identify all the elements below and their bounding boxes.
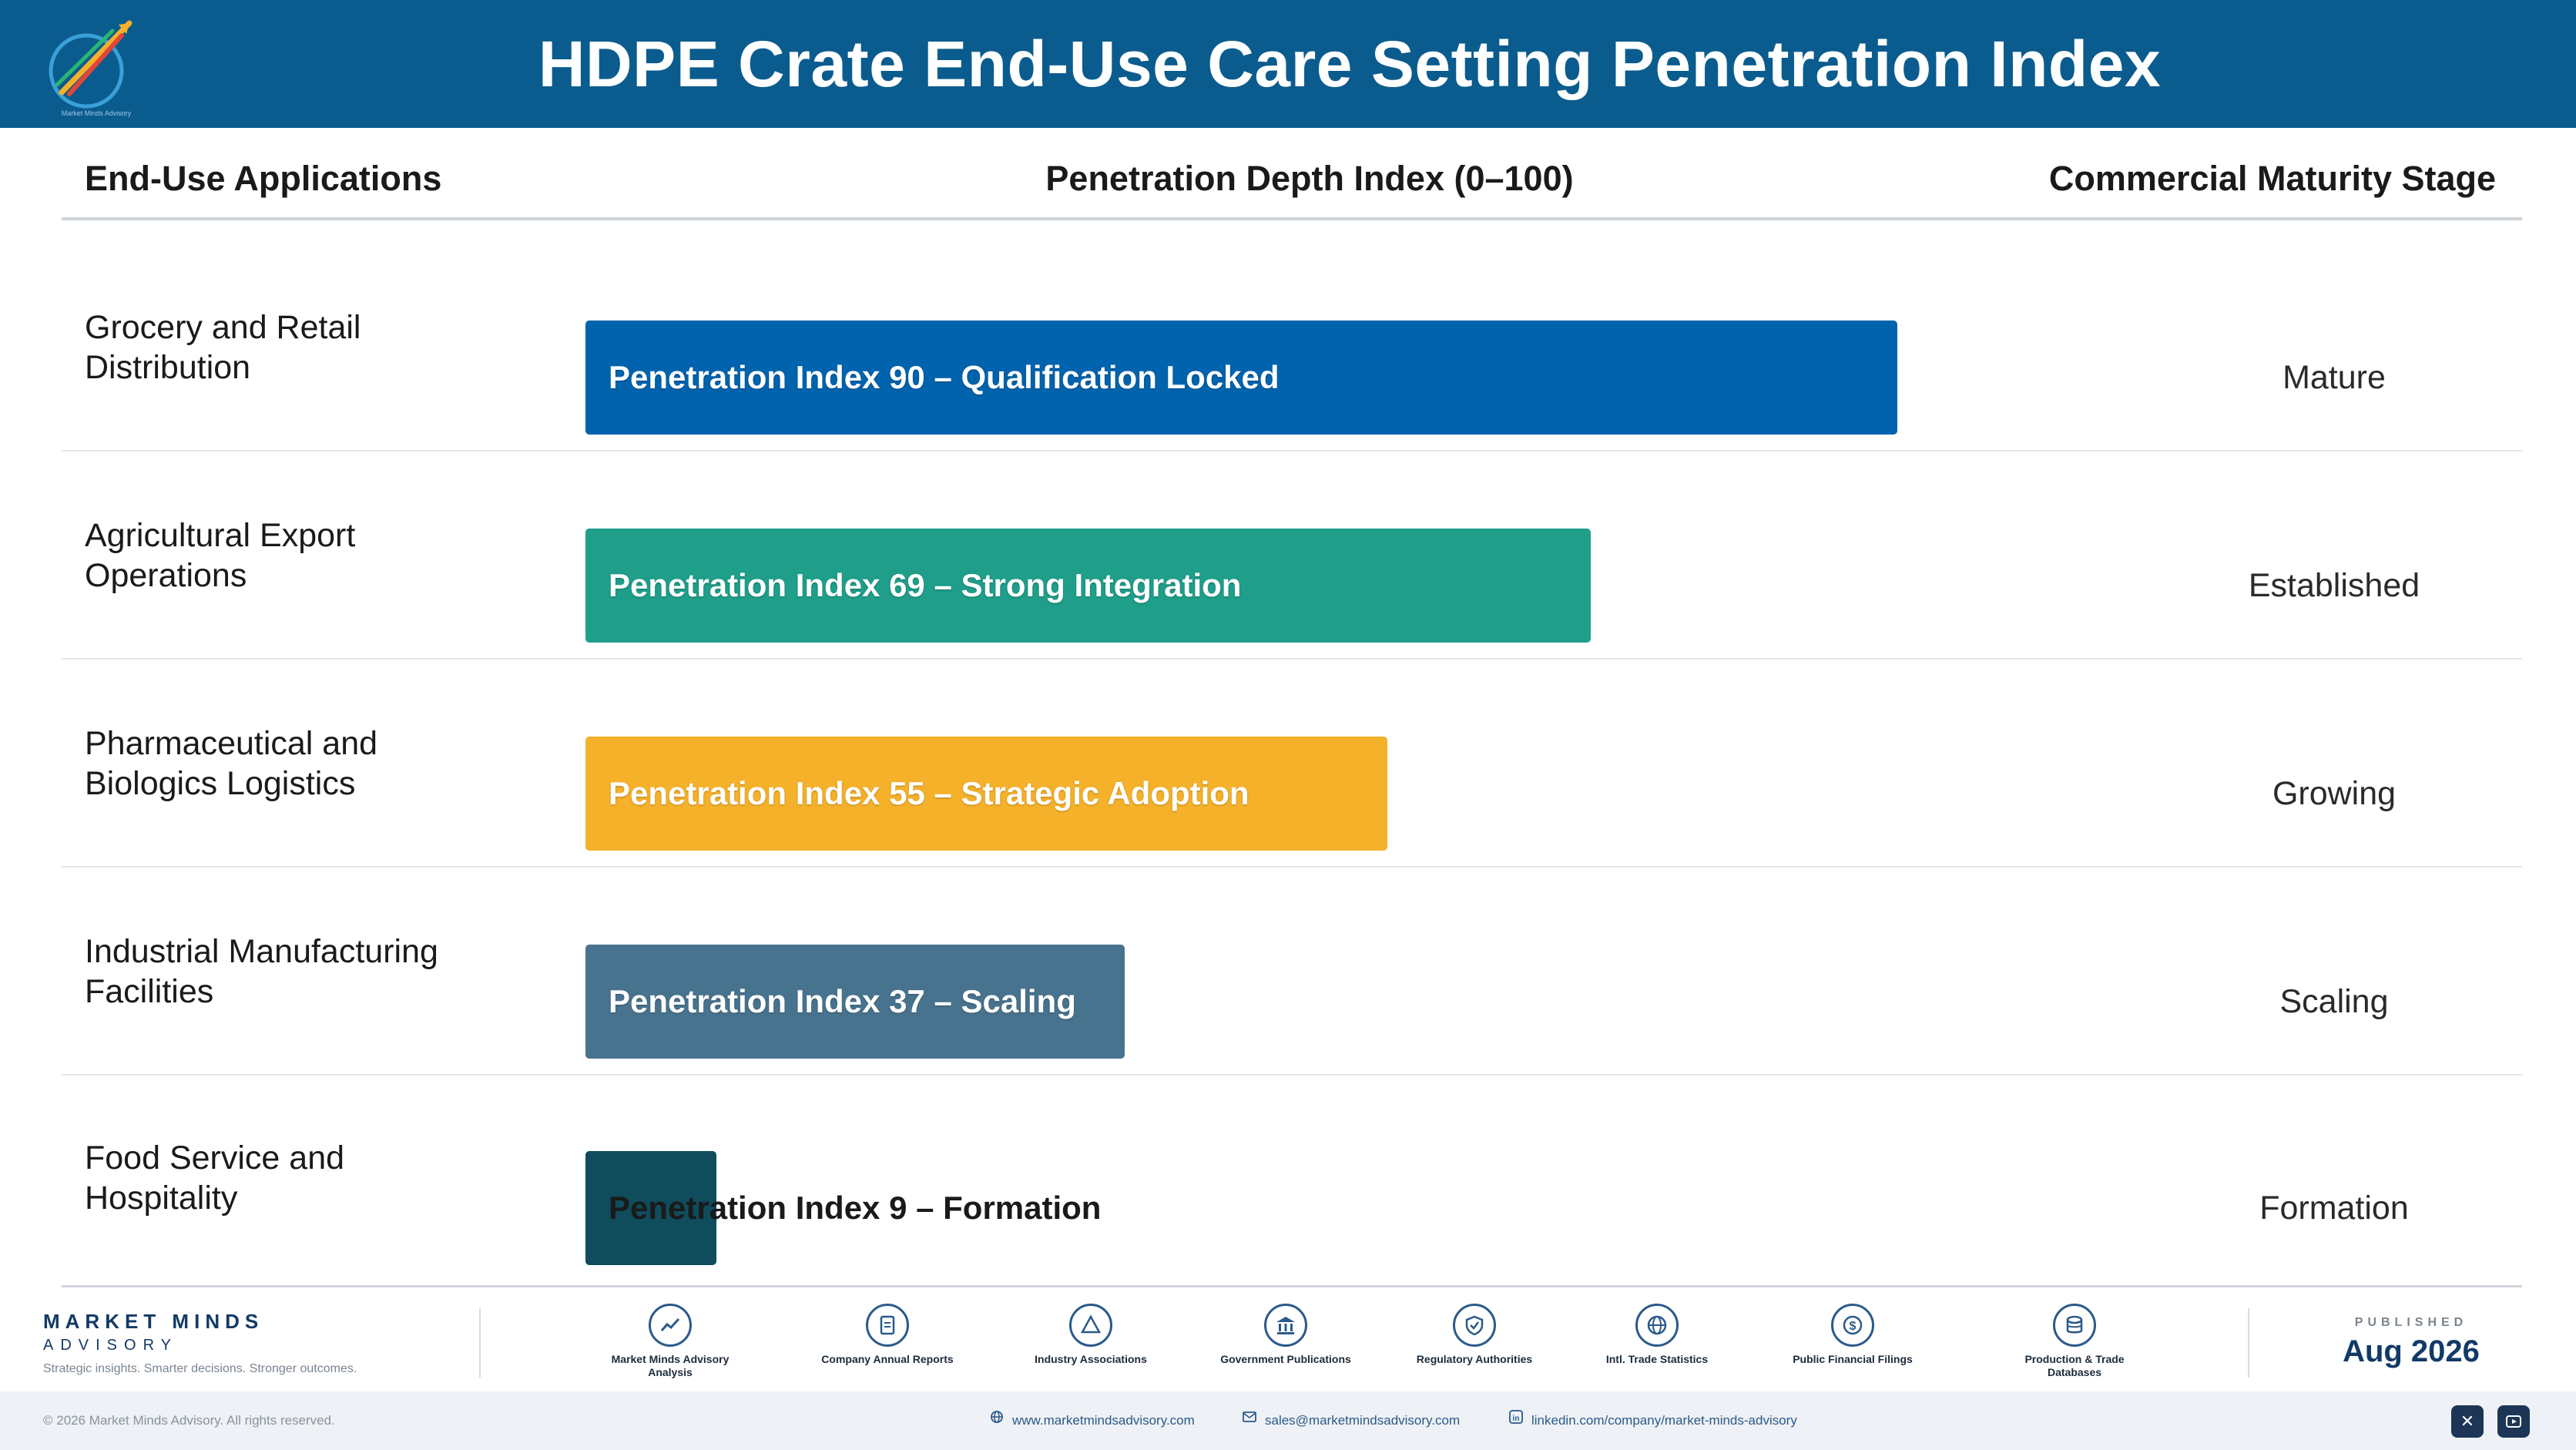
row-divider (62, 658, 2522, 660)
youtube-social-icon[interactable] (2497, 1405, 2530, 1438)
source-label: Industry Associations (1035, 1353, 1147, 1365)
source-label: Company Annual Reports (821, 1353, 954, 1365)
application-label: Food Service and Hospitality (85, 1140, 345, 1217)
maturity-stage: Growing (2272, 775, 2397, 812)
page-title: HDPE Crate End-Use Care Setting Penetrat… (538, 28, 2162, 100)
source-item: Company Annual Reports (810, 1304, 964, 1366)
bar-label: Penetration Index 55 – Strategic Adoptio… (609, 775, 1249, 811)
published-date: Aug 2026 (2343, 1334, 2480, 1368)
divider (2248, 1308, 2249, 1378)
website-text: www.marketmindsadvisory.com (1012, 1413, 1195, 1428)
x-social-icon[interactable]: ✕ (2451, 1405, 2484, 1438)
logo-icon: Market Minds Advisory (49, 20, 132, 117)
bar-grocery-retail (585, 321, 1897, 435)
linkedin-link[interactable]: in linkedin.com/company/market-minds-adv… (1508, 1391, 1797, 1450)
svg-text:in: in (1513, 1415, 1520, 1423)
bar-label: Penetration Index 69 – Strong Integratio… (609, 567, 1242, 603)
chart-row: Grocery and Retail Distribution Penetrati… (62, 243, 2522, 451)
bar-label: Penetration Index 37 – Scaling (609, 983, 1076, 1019)
svg-text:Market Minds Advisory: Market Minds Advisory (62, 109, 132, 117)
copyright-text: © 2026 Market Minds Advisory. All rights… (43, 1413, 335, 1428)
source-label: Public Financial Filings (1793, 1353, 1913, 1365)
maturity-stage: Formation (2259, 1190, 2409, 1227)
application-label: Agricultural Export Operations (85, 517, 356, 594)
maturity-stage: Mature (2283, 359, 2386, 396)
email-text: sales@marketmindsadvisory.com (1265, 1413, 1461, 1428)
maturity-stage: Established (2248, 567, 2420, 604)
source-label: Production & Trade Databases (2024, 1353, 2125, 1378)
header-divider (62, 217, 2522, 220)
website-link[interactable]: www.marketmindsadvisory.com (989, 1391, 1195, 1450)
brand-subtitle: ADVISORY (43, 1337, 178, 1354)
source-item: $ Public Financial Filings (1776, 1304, 1930, 1366)
network-icon (1069, 1304, 1112, 1347)
mail-icon (1242, 1391, 1257, 1450)
source-label: Government Publications (1220, 1353, 1351, 1365)
bottom-bar: © 2026 Market Minds Advisory. All rights… (0, 1391, 2576, 1450)
footer-divider (62, 1285, 2522, 1287)
chart-row: Pharmaceutical and Biologics Logistics Pe… (62, 660, 2522, 868)
chart-row: Industrial Manufacturing Facilities Penet… (62, 868, 2522, 1076)
government-building-icon (1264, 1304, 1307, 1347)
database-icon (2053, 1304, 2096, 1347)
brand-tagline: Strategic insights. Smarter decisions. S… (43, 1362, 357, 1375)
chart-row: Food Service and Hospitality Penetration … (62, 1074, 2522, 1282)
row-divider (62, 1074, 2522, 1076)
bar-label: Penetration Index 90 – Qualification Loc… (609, 359, 1280, 395)
bar-agricultural-export (585, 529, 1591, 643)
bar-industrial-manufacturing (585, 945, 1125, 1059)
column-header-stage: Commercial Maturity Stage (2048, 159, 2497, 198)
bar-label: Penetration Index 9 – Formation (609, 1190, 1102, 1226)
shield-check-icon (1453, 1304, 1496, 1347)
source-item: Regulatory Authorities (1397, 1304, 1551, 1366)
globe-icon (1635, 1304, 1679, 1347)
source-item: Market Minds Advisory Analysis (593, 1304, 747, 1379)
linkedin-text: linkedin.com/company/market-minds-adviso… (1531, 1413, 1797, 1428)
source-label: Regulatory Authorities (1416, 1353, 1533, 1365)
row-divider (62, 866, 2522, 868)
dollar-coin-icon: $ (1831, 1304, 1874, 1347)
email-link[interactable]: sales@marketmindsadvisory.com (1242, 1391, 1460, 1450)
source-item: Intl. Trade Statistics (1580, 1304, 1734, 1366)
divider (479, 1308, 481, 1378)
trend-chart-icon (649, 1304, 692, 1347)
source-item: Government Publications (1209, 1304, 1363, 1366)
chart-row: Agricultural Export Operations Penetratio… (62, 451, 2522, 660)
header-banner: Market Minds Advisory HDPE Crate End-Use… (0, 0, 2576, 128)
svg-text:$: $ (1850, 1320, 1857, 1333)
application-label: Pharmaceutical and Biologics Logistics (85, 725, 378, 802)
globe-icon (989, 1391, 1005, 1450)
source-label: Intl. Trade Statistics (1605, 1353, 1709, 1365)
column-header-applications: End-Use Applications (85, 159, 442, 198)
published-label: PUBLISHED (2354, 1316, 2468, 1329)
document-icon (866, 1304, 909, 1347)
brand-name: MARKET MINDS (43, 1310, 264, 1333)
footer: MARKET MINDS ADVISORY Strategic insights… (0, 1294, 2576, 1388)
linkedin-icon: in (1508, 1391, 1524, 1450)
source-label: Market Minds Advisory Analysis (611, 1353, 730, 1378)
row-divider (62, 450, 2522, 451)
source-item: Industry Associations (1014, 1304, 1168, 1366)
application-label: Industrial Manufacturing Facilities (85, 933, 438, 1010)
application-label: Grocery and Retail Distribution (85, 309, 361, 386)
bar-food-service (585, 1151, 716, 1265)
bar-pharmaceutical-biologics (585, 737, 1387, 851)
column-header-index: Penetration Depth Index (0–100) (1045, 159, 1574, 198)
maturity-stage: Scaling (2279, 983, 2389, 1020)
source-item: Production & Trade Databases (1997, 1304, 2152, 1379)
